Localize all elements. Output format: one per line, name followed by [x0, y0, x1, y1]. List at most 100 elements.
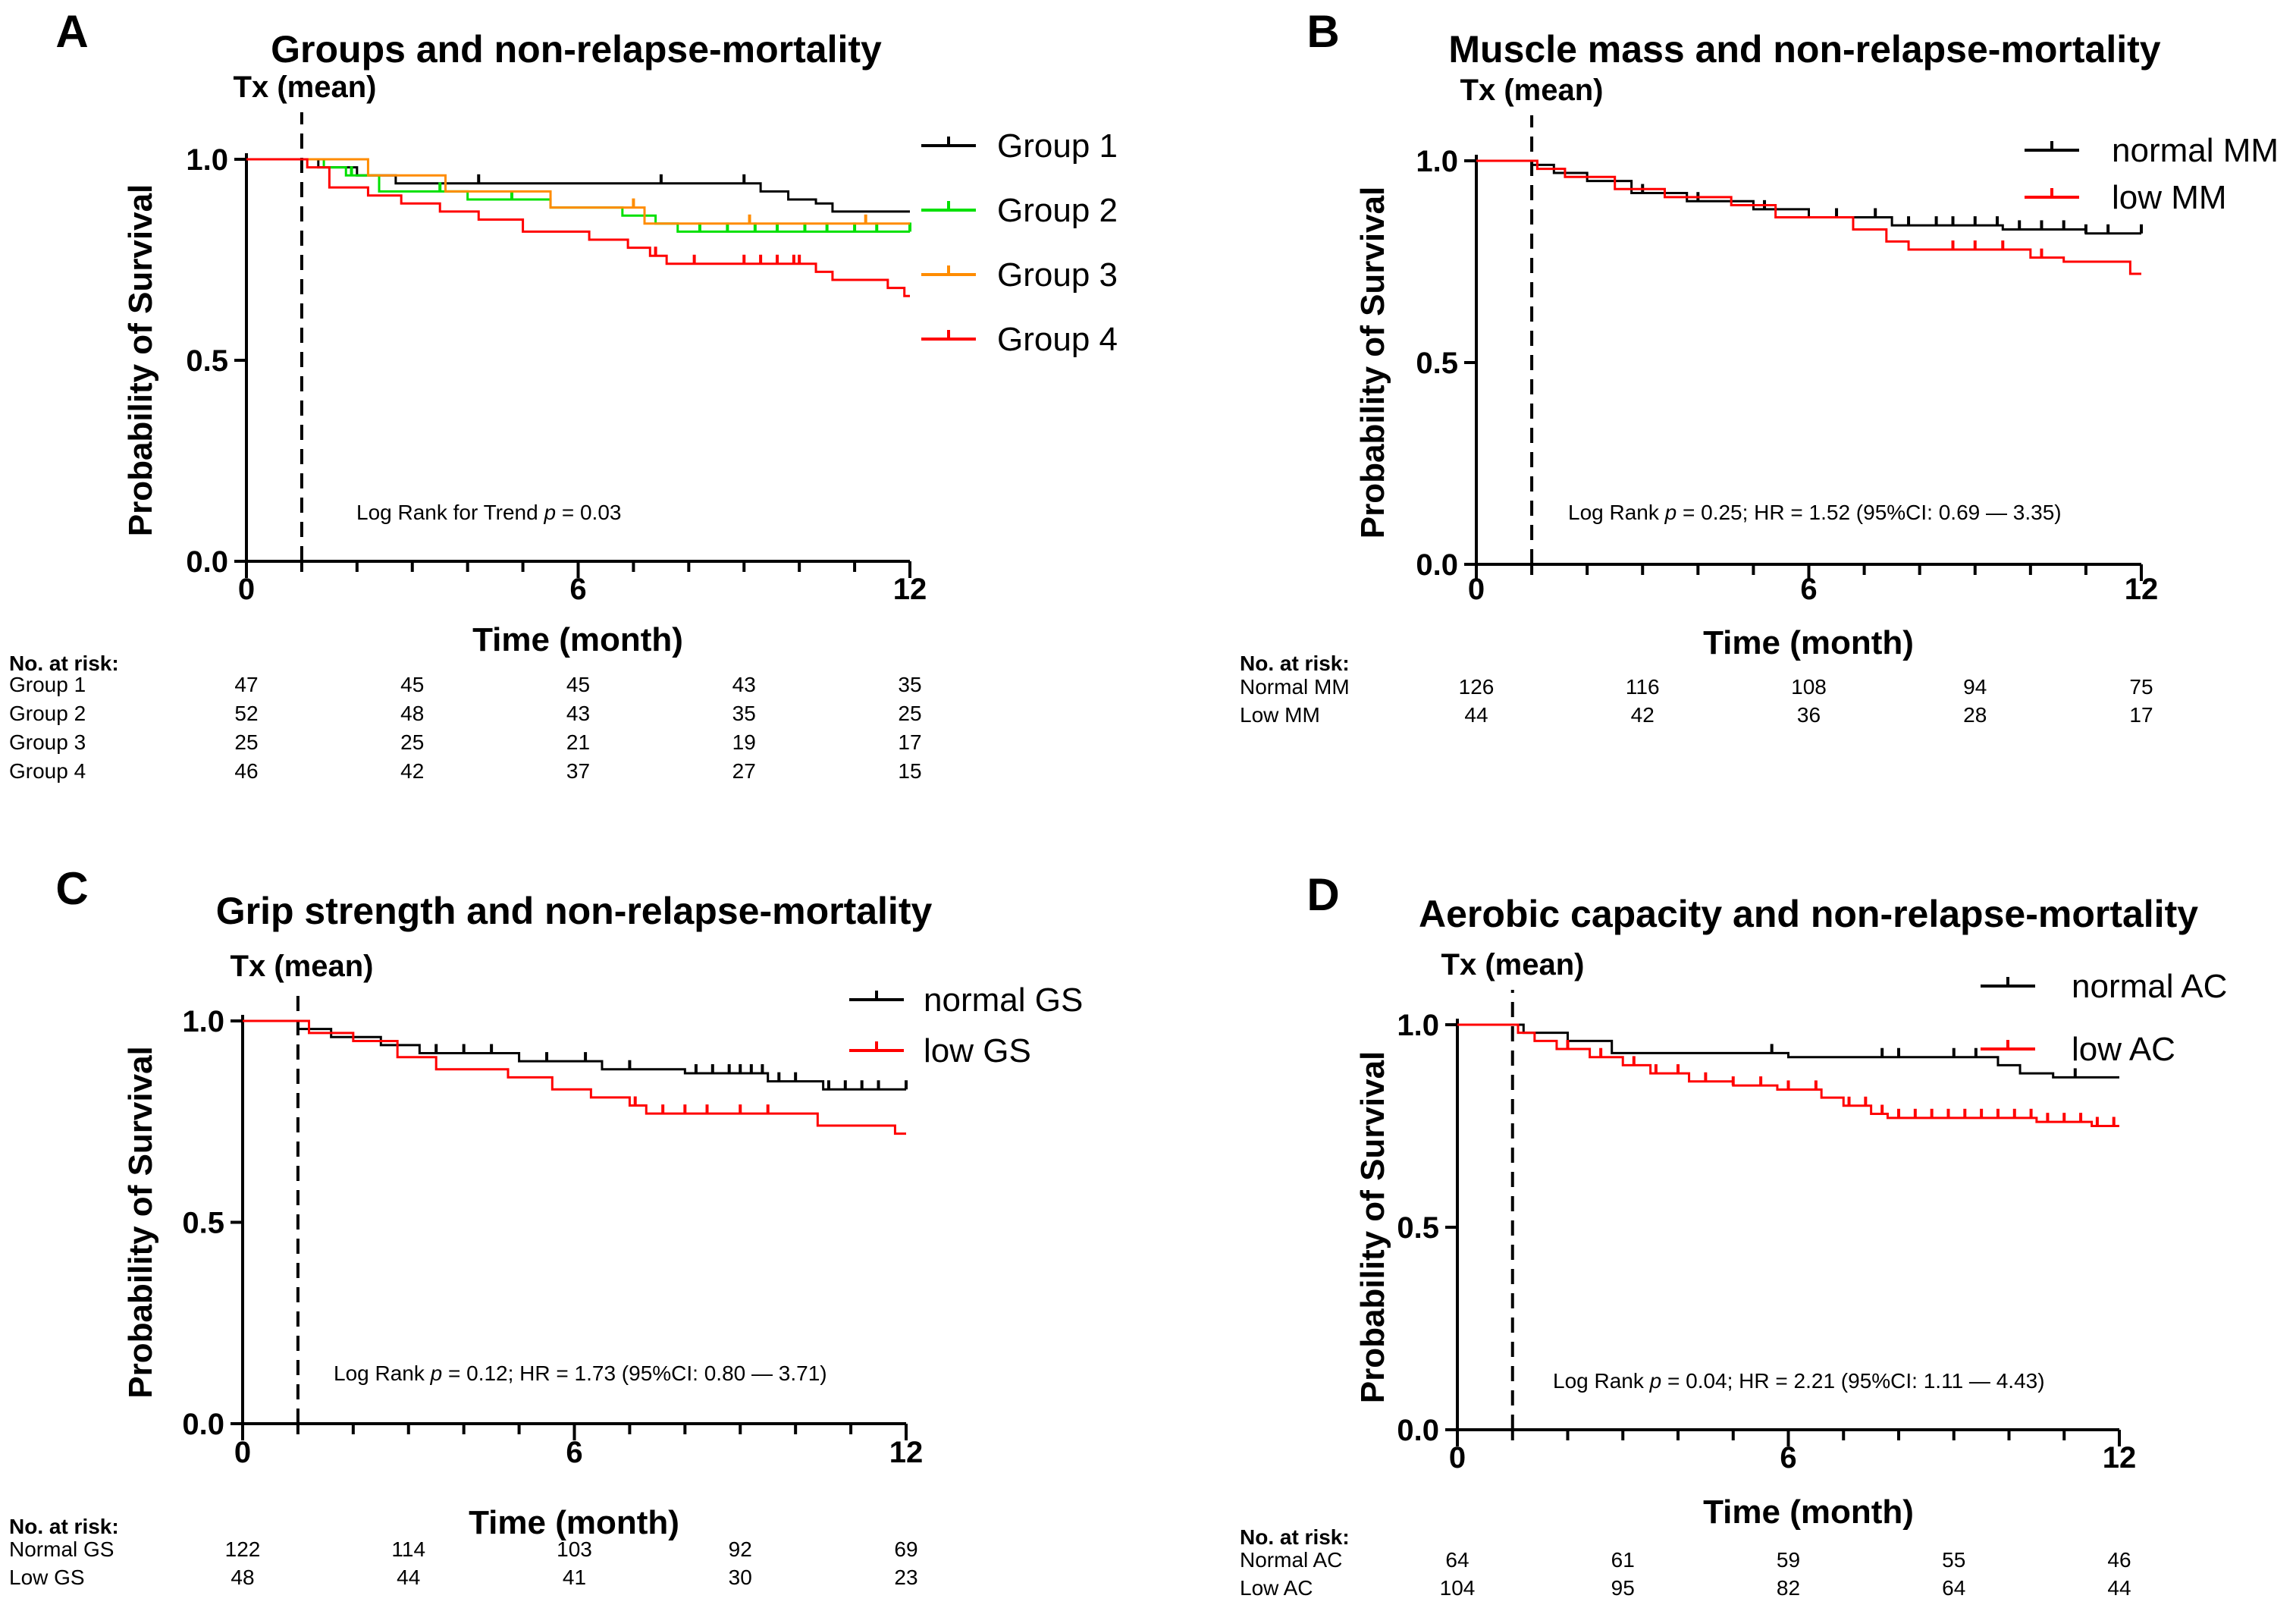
at-risk-row-label: Group 2: [9, 702, 86, 725]
x-axis-label: Time (month): [469, 1504, 679, 1541]
at-risk-value: 126: [1459, 675, 1495, 699]
at-risk-value: 27: [732, 759, 756, 783]
y-tick-label: 0.0: [1397, 1414, 1439, 1447]
at-risk-title: No. at risk:: [9, 1515, 119, 1538]
at-risk-title: No. at risk:: [9, 652, 119, 675]
at-risk-value: 95: [1611, 1576, 1635, 1600]
at-risk-row-label: Normal MM: [1240, 675, 1350, 699]
at-risk-value: 122: [225, 1537, 261, 1561]
at-risk-value: 44: [2107, 1576, 2131, 1600]
chart-title: Aerobic capacity and non-relapse-mortali…: [1419, 893, 2198, 935]
legend-label: low GS: [924, 1032, 1031, 1069]
at-risk-value: 45: [400, 673, 424, 696]
x-tick-label: 12: [2103, 1441, 2137, 1475]
at-risk-value: 37: [566, 759, 590, 783]
at-risk-row-label: Group 1: [9, 673, 86, 696]
logrank-annotation: Log Rank p = 0.12; HR = 1.73 (95%CI: 0.8…: [334, 1361, 827, 1385]
panel-letter: B: [1306, 6, 1339, 57]
legend-label: Group 1: [997, 127, 1118, 165]
at-risk-row-label: Group 4: [9, 759, 86, 783]
x-axis-label: Time (month): [1703, 1493, 1914, 1531]
legend-label: Group 4: [997, 321, 1118, 358]
at-risk-value: 25: [234, 730, 258, 754]
logrank-annotation: Log Rank p = 0.04; HR = 2.21 (95%CI: 1.1…: [1553, 1369, 2045, 1393]
at-risk-value: 46: [234, 759, 258, 783]
survival-curve-4: [246, 158, 910, 297]
at-risk-value: 103: [557, 1537, 592, 1561]
at-risk-value: 104: [1440, 1576, 1476, 1600]
at-risk-value: 47: [234, 673, 258, 696]
annotation-p: p: [543, 501, 556, 524]
annotation-prefix: Log Rank: [1568, 501, 1665, 524]
survival-curve-2: [1476, 159, 2141, 275]
at-risk-value: 52: [234, 702, 258, 725]
survival-curve-2: [243, 1019, 906, 1135]
at-risk-value: 35: [732, 702, 756, 725]
legend-label: Group 2: [997, 192, 1118, 229]
annotation-suffix: = 0.12; HR = 1.73 (95%CI: 0.80 — 3.71): [442, 1361, 826, 1385]
tx-mean-label: Tx (mean): [1441, 948, 1585, 981]
at-risk-value: 48: [400, 702, 424, 725]
tx-mean-label: Tx (mean): [1460, 74, 1604, 107]
y-tick-label: 0.0: [182, 1408, 224, 1441]
x-tick-label: 6: [1780, 1441, 1796, 1475]
tx-mean-label: Tx (mean): [234, 71, 377, 104]
legend-label: low AC: [2072, 1031, 2175, 1068]
annotation-p: p: [1664, 501, 1677, 524]
survival-curve-3: [246, 158, 910, 225]
at-risk-value: 92: [729, 1537, 752, 1561]
y-tick-label: 1.0: [186, 143, 228, 177]
at-risk-row-label: Low GS: [9, 1566, 85, 1589]
y-axis-label: Probability of Survival: [1354, 1051, 1391, 1404]
at-risk-row-label: Normal AC: [1240, 1548, 1342, 1572]
at-risk-value: 23: [894, 1566, 917, 1589]
panel-d: D Aerobic capacity and non-relapse-mortal…: [1240, 869, 2227, 1600]
x-tick-label: 0: [1449, 1441, 1466, 1475]
y-tick-label: 0.5: [1397, 1211, 1439, 1245]
legend-label: low MM: [2112, 179, 2227, 216]
legend-label: normal AC: [2072, 968, 2227, 1005]
at-risk-value: 36: [1797, 703, 1821, 727]
logrank-annotation: Log Rank p = 0.25; HR = 1.52 (95%CI: 0.6…: [1568, 501, 2062, 524]
at-risk-value: 21: [566, 730, 590, 754]
legend-label: Group 3: [997, 256, 1118, 294]
at-risk-value: 28: [1963, 703, 1987, 727]
at-risk-value: 30: [729, 1566, 752, 1589]
at-risk-value: 64: [1445, 1548, 1469, 1572]
panel-letter: D: [1306, 869, 1339, 920]
x-axis-label: Time (month): [472, 621, 683, 658]
panel-letter: A: [55, 6, 88, 57]
legend-label: normal GS: [924, 981, 1083, 1019]
panel-letter: C: [55, 863, 88, 914]
tx-mean-label: Tx (mean): [231, 950, 374, 983]
y-tick-label: 0.5: [182, 1207, 224, 1240]
at-risk-value: 82: [1777, 1576, 1800, 1600]
at-risk-value: 46: [2107, 1548, 2131, 1572]
at-risk-value: 44: [1464, 703, 1488, 727]
y-tick-label: 0.0: [186, 545, 228, 579]
at-risk-value: 25: [898, 702, 921, 725]
at-risk-value: 69: [894, 1537, 917, 1561]
at-risk-value: 45: [566, 673, 590, 696]
at-risk-value: 61: [1611, 1548, 1635, 1572]
at-risk-value: 17: [898, 730, 921, 754]
at-risk-value: 41: [563, 1566, 586, 1589]
legend-label: normal MM: [2112, 132, 2279, 169]
x-tick-label: 12: [2125, 573, 2159, 606]
at-risk-value: 35: [898, 673, 921, 696]
x-tick-label: 0: [1468, 573, 1485, 606]
y-axis-label: Probability of Survival: [1354, 187, 1391, 539]
panel-a: A Groups and non-relapse-mortality 0.0 0.5 1…: [9, 6, 1118, 783]
x-tick-label: 6: [566, 1436, 582, 1469]
y-axis-label: Probability of Survival: [122, 1046, 159, 1399]
survival-curve-1: [1457, 1023, 2119, 1079]
at-risk-value: 108: [1791, 675, 1827, 699]
y-axis-label: Probability of Survival: [122, 184, 159, 537]
x-tick-label: 6: [569, 573, 586, 606]
at-risk-value: 59: [1777, 1548, 1800, 1572]
at-risk-value: 19: [732, 730, 756, 754]
annotation-prefix: Log Rank: [1553, 1369, 1650, 1393]
at-risk-value: 43: [732, 673, 756, 696]
at-risk-value: 55: [1942, 1548, 1965, 1572]
y-tick-label: 0.5: [1416, 347, 1458, 380]
